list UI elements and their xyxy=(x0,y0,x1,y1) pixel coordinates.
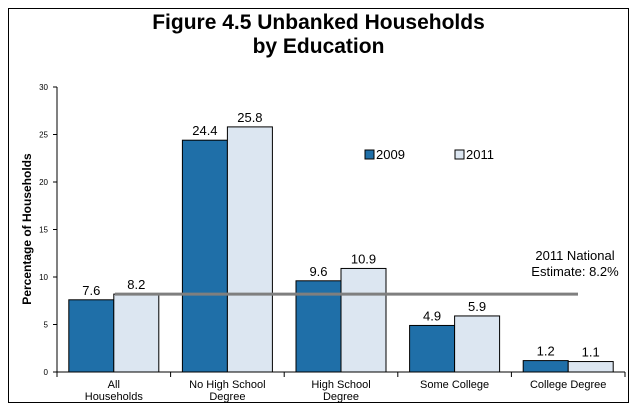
data-label-2011: 25.8 xyxy=(237,110,262,125)
data-label-2009: 24.4 xyxy=(192,123,217,138)
data-label-2009: 1.2 xyxy=(537,344,555,359)
reference-line-label: 2011 National xyxy=(535,248,614,263)
x-tick-label: College Degree xyxy=(530,379,606,391)
data-label-2011: 8.2 xyxy=(127,277,145,292)
data-label-2011: 1.1 xyxy=(582,345,600,360)
y-tick-label: 10 xyxy=(39,273,48,282)
bar-2011 xyxy=(455,316,500,372)
bar-2009 xyxy=(523,361,568,372)
x-tick-label: Degree xyxy=(323,391,359,403)
bar-2011 xyxy=(341,268,386,372)
bar-2011 xyxy=(568,362,613,372)
y-tick-label: 20 xyxy=(39,178,48,187)
legend: 2009 2011 xyxy=(365,147,494,162)
y-tick-label: 15 xyxy=(39,226,48,235)
bar-2011 xyxy=(227,127,272,372)
y-tick-label: 0 xyxy=(44,368,49,377)
data-label-2009: 4.9 xyxy=(423,308,441,323)
y-tick-label: 5 xyxy=(44,321,49,330)
legend-swatch-2011 xyxy=(455,150,464,159)
x-tick-label: Some College xyxy=(420,379,489,391)
data-label-2009: 7.6 xyxy=(82,283,100,298)
data-label-2011: 10.9 xyxy=(351,251,376,266)
legend-swatch-2009 xyxy=(365,150,374,159)
y-axis-label: Percentage of Households xyxy=(20,153,34,305)
bar-2011 xyxy=(114,294,159,372)
reference-line-label: Estimate: 8.2% xyxy=(531,264,619,279)
data-label-2011: 5.9 xyxy=(468,299,486,314)
x-tick-label: High School xyxy=(311,379,370,391)
bar-2009 xyxy=(182,140,227,372)
x-tick-label: Degree xyxy=(209,391,245,403)
y-tick-label: 25 xyxy=(39,131,48,140)
x-tick-label: No High School xyxy=(189,379,265,391)
x-tick-label: Households xyxy=(85,391,144,403)
bar-2009 xyxy=(410,325,455,372)
bar-2009 xyxy=(69,300,114,372)
data-label-2009: 9.6 xyxy=(309,264,327,279)
legend-label-2011: 2011 xyxy=(466,147,494,162)
legend-label-2009: 2009 xyxy=(376,147,405,162)
y-tick-label: 30 xyxy=(39,83,48,92)
bars: 7.6 8.2 24.4 25.8 9.6 10.9 4.9 5.9 1.2 1.1 xyxy=(69,110,613,372)
x-tick-label: All xyxy=(108,379,120,391)
